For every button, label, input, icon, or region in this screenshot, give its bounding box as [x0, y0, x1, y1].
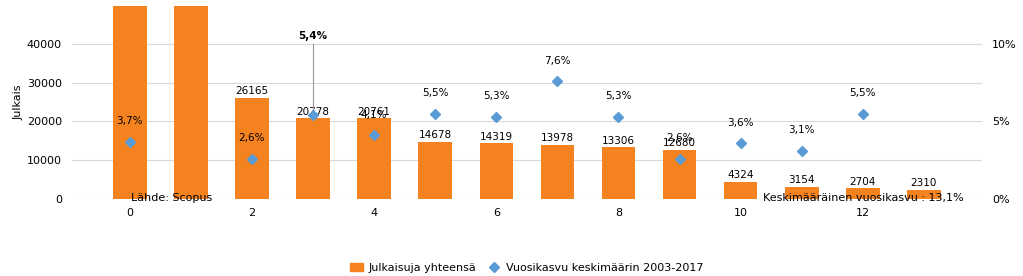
Text: 20761: 20761	[358, 107, 391, 117]
Y-axis label: Julkais: Julkais	[14, 84, 24, 120]
Bar	[480, 144, 514, 199]
Text: 2704: 2704	[850, 177, 876, 187]
Text: 3,6%: 3,6%	[727, 118, 754, 128]
Bar	[297, 118, 329, 199]
Text: 14678: 14678	[418, 131, 452, 140]
Text: 5,5%: 5,5%	[421, 88, 448, 98]
Text: 2,6%: 2,6%	[238, 133, 265, 143]
Bar	[724, 182, 757, 199]
Bar	[357, 118, 391, 199]
Bar	[174, 6, 208, 199]
Text: 20778: 20778	[297, 107, 329, 117]
Text: 5,3%: 5,3%	[606, 91, 632, 101]
Text: 5,4%: 5,4%	[299, 31, 327, 41]
Bar	[235, 98, 269, 199]
Text: 13978: 13978	[541, 133, 574, 143]
Text: 4324: 4324	[727, 171, 754, 181]
Bar	[418, 142, 452, 199]
Bar	[540, 145, 574, 199]
Text: 7,6%: 7,6%	[544, 56, 571, 66]
Text: 3,1%: 3,1%	[789, 125, 815, 135]
Text: 4,1%: 4,1%	[361, 110, 388, 120]
Text: 2,6%: 2,6%	[666, 133, 693, 143]
Bar	[846, 188, 880, 199]
Text: 12680: 12680	[663, 138, 696, 148]
Bar	[113, 6, 146, 199]
Text: Lähde: Scopus: Lähde: Scopus	[131, 193, 212, 203]
Text: 2310: 2310	[910, 178, 937, 188]
Bar	[785, 187, 818, 199]
Text: 13306: 13306	[602, 136, 635, 146]
Bar	[907, 190, 941, 199]
Bar	[602, 147, 635, 199]
Bar	[663, 150, 697, 199]
Text: 3154: 3154	[789, 175, 815, 185]
Text: 14319: 14319	[480, 132, 513, 142]
Text: 5,3%: 5,3%	[483, 91, 509, 101]
Text: Keskimääräinen vuosikasvu : 13,1%: Keskimääräinen vuosikasvu : 13,1%	[763, 193, 964, 203]
Text: 5,5%: 5,5%	[849, 88, 876, 98]
Text: 26165: 26165	[235, 86, 268, 96]
Text: 3,7%: 3,7%	[117, 116, 143, 126]
Legend: Julkaisuja yhteensä, Vuosikasvu keskimäärin 2003-2017: Julkaisuja yhteensä, Vuosikasvu keskimää…	[346, 258, 708, 276]
